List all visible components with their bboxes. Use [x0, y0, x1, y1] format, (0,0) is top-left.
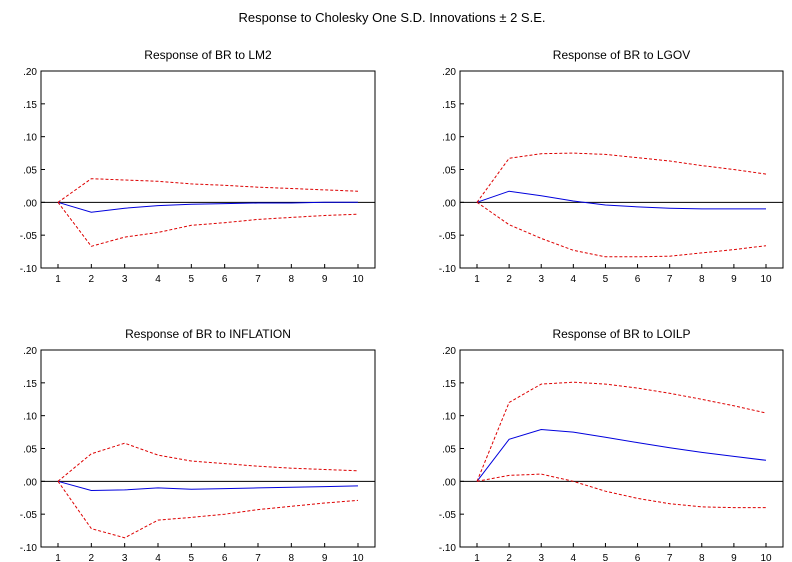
- x-tick-label: 7: [667, 553, 673, 562]
- x-tick-label: 5: [603, 553, 609, 562]
- upper-band-line: [476, 381, 767, 482]
- x-tick-label: 9: [322, 553, 328, 562]
- upper-band-line: [476, 152, 767, 203]
- panel-title: Response of BR to LOILP: [552, 327, 690, 341]
- lower-band-line: [476, 201, 767, 258]
- figure-title: Response to Cholesky One S.D. Innovation…: [238, 10, 545, 25]
- y-tick-label: -.10: [20, 264, 38, 275]
- x-tick-label: 2: [89, 553, 95, 562]
- x-tick-label: 2: [506, 274, 512, 285]
- x-tick-label: 5: [189, 553, 195, 562]
- x-tick-label: 10: [760, 553, 772, 562]
- x-tick-label: 10: [760, 274, 772, 285]
- lower-band-line: [476, 473, 766, 509]
- y-tick-label: .15: [23, 379, 37, 390]
- y-tick-label: -.05: [20, 231, 38, 242]
- x-tick-label: 10: [352, 274, 364, 285]
- y-tick-label: .05: [23, 166, 37, 177]
- panel-frame: [40, 349, 376, 548]
- panel-title: Response of BR to INFLATION: [125, 327, 291, 341]
- y-tick-label: .20: [442, 67, 456, 78]
- lower-band-line: [57, 481, 359, 539]
- x-tick-label: 8: [699, 553, 705, 562]
- x-tick-label: 7: [667, 274, 673, 285]
- x-tick-label: 5: [603, 274, 609, 285]
- x-tick-label: 4: [571, 274, 577, 285]
- y-tick-label: -.10: [20, 543, 38, 554]
- x-tick-label: 5: [189, 274, 195, 285]
- upper-band-line: [57, 442, 359, 482]
- x-tick-label: 6: [222, 553, 228, 562]
- x-tick-label: 6: [635, 274, 641, 285]
- irf-panel: Response of BR to INFLATION .20 .15 .10 .05.…: [20, 327, 376, 562]
- response-line: [476, 428, 767, 482]
- x-tick-label: 6: [635, 553, 641, 562]
- y-tick-label: .05: [442, 445, 456, 456]
- panel-title: Response of BR to LM2: [144, 48, 272, 62]
- irf-panel: Response of BR to LGOV .20 .15 .10 .05 .00 -.0…: [439, 48, 784, 285]
- panel-frame: [459, 349, 784, 548]
- x-tick-label: 2: [506, 553, 512, 562]
- x-tick-label: 8: [289, 553, 295, 562]
- y-tick-label: .00: [23, 198, 37, 209]
- y-tick-label: -.10: [439, 543, 457, 554]
- response-line: [57, 480, 359, 492]
- y-tick-label: -.05: [20, 510, 38, 521]
- y-tick-label: .20: [23, 346, 37, 357]
- x-tick-label: 7: [255, 274, 261, 285]
- x-tick-label: 8: [289, 274, 295, 285]
- x-tick-label: 2: [89, 274, 95, 285]
- y-tick-label: .00: [442, 198, 456, 209]
- y-tick-label: .10: [23, 412, 37, 423]
- y-tick-label: .00: [23, 477, 37, 488]
- x-tick-label: 9: [731, 274, 737, 285]
- y-tick-label: -.05: [439, 231, 457, 242]
- upper-band-line: [57, 178, 359, 203]
- x-tick-label: 7: [255, 553, 261, 562]
- x-tick-label: 8: [699, 274, 705, 285]
- panel-frame: [40, 70, 376, 269]
- y-tick-label: .00: [442, 477, 456, 488]
- y-tick-label: .05: [442, 166, 456, 177]
- lower-band-line: [57, 201, 359, 247]
- panel-title: Response of BR to LGOV: [553, 48, 690, 62]
- x-tick-label: 3: [538, 274, 544, 285]
- y-tick-label: -.10: [439, 264, 457, 275]
- x-tick-label: 1: [55, 553, 61, 562]
- y-tick-label: .15: [442, 100, 456, 111]
- x-tick-label: 1: [474, 553, 480, 562]
- x-tick-label: 10: [352, 553, 364, 562]
- response-line: [57, 201, 358, 213]
- y-tick-label: .20: [23, 67, 37, 78]
- y-tick-label: .10: [23, 133, 37, 144]
- x-tick-label: 6: [222, 274, 228, 285]
- x-tick-label: 9: [322, 274, 328, 285]
- y-tick-label: .20: [442, 346, 456, 357]
- x-tick-label: 4: [571, 553, 577, 562]
- response-line: [476, 190, 766, 210]
- irf-panel: Response of BR to LOILP .20 .15 .10 .05 .00 -.…: [439, 327, 784, 562]
- y-tick-label: -.05: [439, 510, 457, 521]
- panels: Response of BR to LM2 .20 .15 .10 .05 .00 -.05…: [20, 48, 784, 562]
- x-tick-label: 1: [55, 274, 61, 285]
- x-tick-label: 4: [155, 553, 161, 562]
- x-tick-label: 4: [155, 274, 161, 285]
- x-tick-label: 3: [122, 274, 128, 285]
- y-tick-label: .10: [442, 412, 456, 423]
- y-tick-label: .05: [23, 445, 37, 456]
- y-tick-label: .10: [442, 133, 456, 144]
- y-tick-label: .15: [23, 100, 37, 111]
- x-tick-label: 1: [474, 274, 480, 285]
- irf-panel: Response of BR to LM2 .20 .15 .10 .05 .00 -.05…: [20, 48, 376, 285]
- x-tick-label: 3: [122, 553, 128, 562]
- x-tick-label: 9: [731, 553, 737, 562]
- x-tick-label: 3: [538, 553, 544, 562]
- y-tick-label: .15: [442, 379, 456, 390]
